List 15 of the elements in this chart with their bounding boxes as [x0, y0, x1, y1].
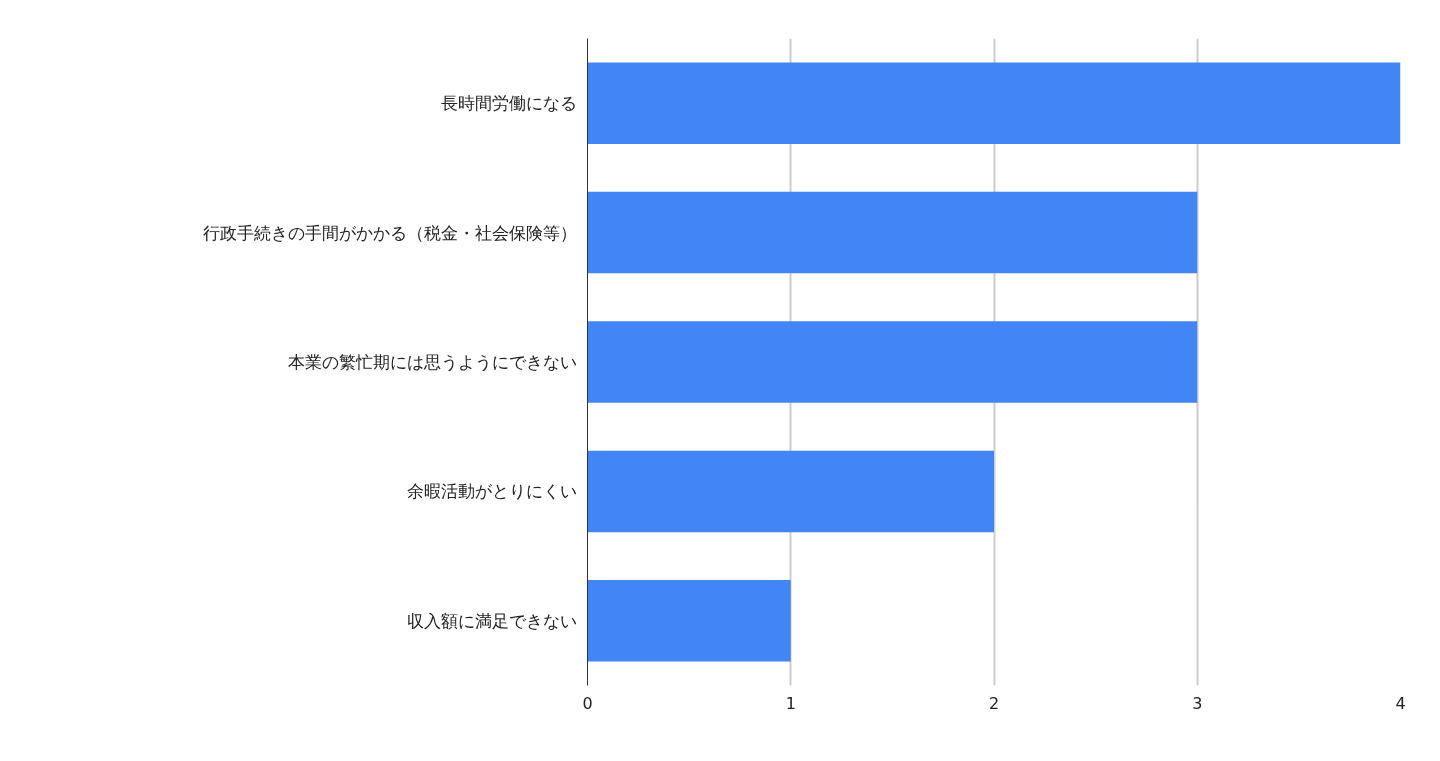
x-tick-label: 3 — [1192, 693, 1203, 713]
x-tick-label: 2 — [988, 693, 1000, 713]
bar — [587, 450, 994, 533]
bar — [587, 62, 1401, 144]
bar — [587, 321, 1198, 403]
bar — [587, 191, 1198, 274]
x-tick-label: 1 — [785, 693, 796, 713]
y-tick-label: 収入額に満足できない — [406, 610, 577, 631]
bar — [587, 580, 791, 662]
x-tick-label: 0 — [582, 693, 593, 713]
y-tick-label: 余暇活動がとりにくい — [406, 481, 577, 502]
x-tick-label: 4 — [1395, 693, 1406, 713]
y-tick-label: 本業の繁忙期には思うようにできない — [287, 352, 577, 372]
y-tick-label: 行政手続きの手間がかかる（税金・社会保険等） — [202, 222, 577, 243]
y-tick-label: 長時間労働になる — [440, 93, 577, 114]
